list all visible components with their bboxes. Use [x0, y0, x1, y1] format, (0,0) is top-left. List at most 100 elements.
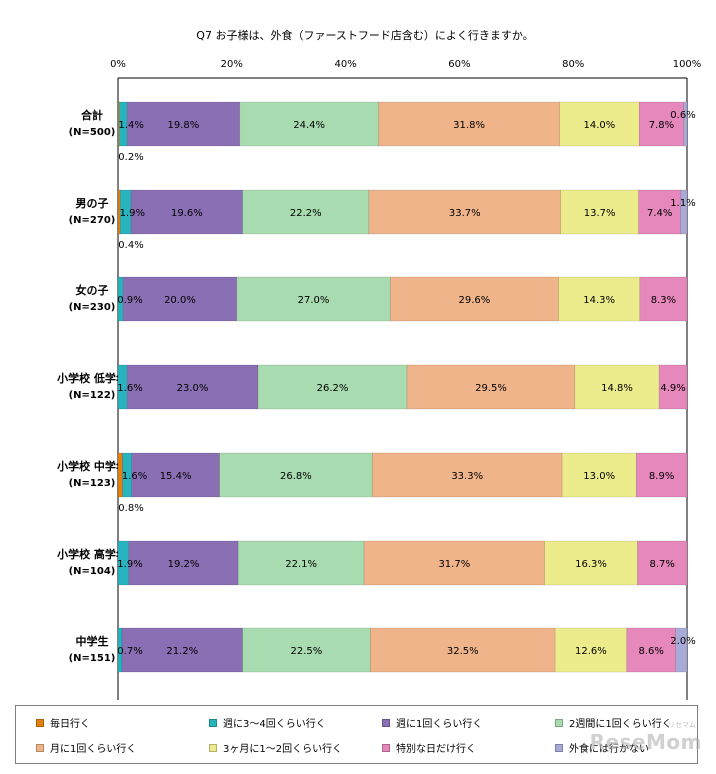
legend-label: 2週間に1回くらい行く	[569, 719, 672, 730]
bar-segment	[242, 189, 370, 235]
legend-swatch	[555, 718, 563, 727]
bar-segment	[626, 627, 676, 673]
bar-segment	[637, 540, 688, 586]
bar-segment	[237, 540, 365, 586]
data-label: 0.7%	[117, 646, 142, 657]
category-n-label: (N=270)	[69, 215, 116, 226]
data-label: 22.5%	[291, 646, 323, 657]
bar-segment	[574, 364, 660, 410]
x-tick-label: 40%	[334, 59, 356, 70]
category-label: 小学校 中学年	[56, 459, 127, 473]
watermark-sub-text: リセマム	[668, 721, 696, 729]
category-n-label: (N=122)	[69, 390, 116, 401]
bar-segment	[371, 452, 563, 498]
bar-segment	[658, 364, 688, 410]
bar-segment	[558, 276, 641, 322]
data-label: 29.5%	[475, 383, 507, 394]
legend-label: 毎日行く	[50, 719, 90, 730]
legend: 毎日行く 週に3～4回くらい行く 週に1回くらい行く 2週間に1回くらい行く月に1回く…	[15, 705, 698, 764]
data-label: 26.8%	[280, 471, 312, 482]
data-label: 0.6%	[670, 110, 695, 121]
data-label: 0.9%	[117, 295, 142, 306]
data-label: 1.9%	[117, 559, 142, 570]
data-label: 13.0%	[583, 471, 615, 482]
data-label: 13.7%	[584, 208, 616, 219]
bar-segment	[128, 540, 239, 586]
bar-segment	[389, 276, 559, 322]
bar-segment	[638, 189, 682, 235]
data-label: 1.4%	[118, 120, 143, 131]
legend-item: 週に1回くらい行く	[382, 715, 482, 730]
data-label: 1.9%	[120, 208, 145, 219]
bar-segment	[680, 189, 688, 235]
data-label: 24.4%	[293, 120, 325, 131]
category-n-label: (N=104)	[69, 566, 116, 577]
legend-swatch	[209, 718, 217, 727]
data-label: 29.6%	[459, 295, 491, 306]
data-label: 1.6%	[122, 471, 147, 482]
bar-segment	[236, 276, 391, 322]
legend-swatch	[209, 743, 217, 752]
bar-segment	[639, 276, 688, 322]
data-label: 0.2%	[118, 152, 143, 163]
data-label: 33.7%	[449, 208, 481, 219]
bar-segment	[126, 101, 241, 147]
x-tick-label: 60%	[448, 59, 470, 70]
data-label: 32.5%	[447, 646, 479, 657]
legend-label: 月に1回くらい行く	[50, 744, 137, 755]
data-label: 1.6%	[117, 383, 142, 394]
data-label: 15.4%	[160, 471, 192, 482]
bar-segment	[257, 364, 408, 410]
x-tick-label: 20%	[221, 59, 243, 70]
legend-item: 3ヶ月に1～2回くらい行く	[209, 740, 342, 755]
data-label: 22.1%	[285, 559, 317, 570]
data-label: 16.3%	[575, 559, 607, 570]
data-label: 8.3%	[651, 295, 676, 306]
legend-item: 特別な日だけ行く	[382, 740, 476, 755]
bar-segment	[675, 627, 688, 673]
bar-segment	[239, 101, 379, 147]
category-label: 女の子	[76, 283, 109, 297]
category-n-label: (N=500)	[69, 127, 116, 138]
data-label: 7.8%	[649, 120, 674, 131]
bar-segment	[683, 101, 688, 147]
bar-segment	[121, 627, 243, 673]
category-n-label: (N=230)	[69, 302, 116, 313]
legend-item: 週に3～4回くらい行く	[209, 715, 326, 730]
category-label: 男の子	[76, 197, 109, 210]
bar-segment	[368, 189, 561, 235]
legend-swatch	[382, 718, 390, 727]
bar-segment	[126, 364, 259, 410]
chart-area: Q7 お子様は、外食（ファーストフード店含む）によく行きますか。 0% 20% 40%…	[56, 28, 702, 700]
data-label: 31.7%	[438, 559, 470, 570]
bar-segment	[378, 101, 560, 147]
legend-label: 週に3～4回くらい行く	[223, 719, 326, 730]
bar-segment	[219, 452, 373, 498]
legend-label: 特別な日だけ行く	[396, 744, 476, 755]
legend-item: 外食には行かない	[555, 740, 649, 755]
data-label: 19.8%	[168, 120, 200, 131]
x-tick-label: 100%	[673, 59, 702, 70]
data-label: 7.4%	[647, 208, 672, 219]
legend-item: 毎日行く	[36, 715, 90, 730]
data-label: 8.7%	[650, 559, 675, 570]
bar-segment	[554, 627, 628, 673]
legend-item: 月に1回くらい行く	[36, 740, 136, 755]
data-label: 26.2%	[317, 383, 349, 394]
data-label: 8.9%	[649, 471, 674, 482]
bar-segment	[638, 101, 684, 147]
data-label: 21.2%	[166, 646, 198, 657]
data-label: 23.0%	[177, 383, 209, 394]
bar-segment	[131, 452, 220, 498]
category-label: 合計	[81, 108, 103, 122]
bar-segment	[560, 189, 639, 235]
legend-label: 週に1回くらい行く	[396, 719, 483, 730]
bar-segment	[406, 364, 576, 410]
watermark-logo: ReseMom	[589, 730, 702, 754]
bar-segment	[544, 540, 638, 586]
data-label: 14.0%	[583, 120, 615, 131]
chart-title: Q7 お子様は、外食（ファーストフード店含む）によく行きますか。	[196, 28, 533, 42]
data-label: 12.6%	[575, 646, 607, 657]
data-label: 33.3%	[451, 471, 483, 482]
bar-segment	[370, 627, 556, 673]
